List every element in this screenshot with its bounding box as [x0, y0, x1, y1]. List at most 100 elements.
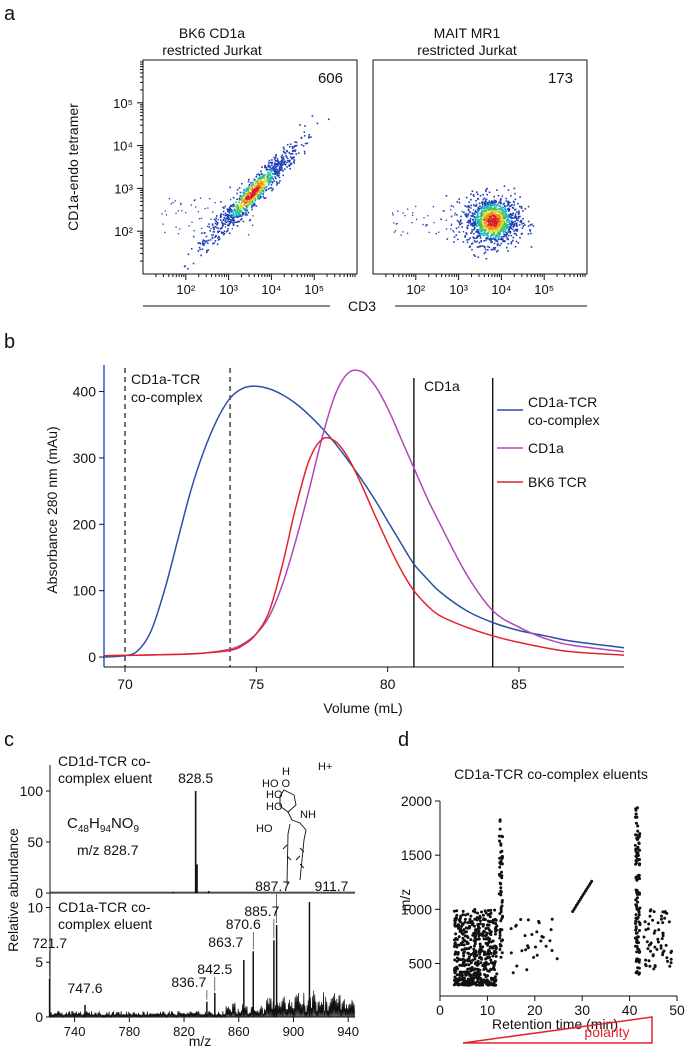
a-dot	[297, 152, 300, 154]
a-dot	[480, 221, 482, 224]
a-dot	[484, 220, 486, 223]
a-dot	[207, 242, 209, 245]
a-dot	[264, 164, 266, 167]
a-dot	[197, 242, 200, 244]
a-dot	[491, 221, 494, 223]
a-dot	[504, 216, 506, 219]
a-dot	[500, 237, 503, 240]
a-dot	[492, 228, 495, 231]
a-dot-sparse	[165, 214, 168, 216]
a-dot	[489, 219, 492, 222]
a-dot	[255, 180, 257, 183]
a-dot	[263, 185, 265, 188]
a-dot	[255, 195, 258, 197]
a-dot	[511, 228, 514, 231]
a-dot	[263, 182, 265, 185]
a-dot	[220, 231, 223, 233]
a-dot-sparse	[224, 226, 227, 228]
d-xtick-label: 20	[527, 1002, 543, 1018]
d-dot	[634, 931, 638, 935]
a-dot	[274, 157, 277, 159]
d-dot	[637, 841, 641, 845]
a-dot-sparse	[445, 228, 448, 230]
c-bot-noise	[49, 990, 356, 1019]
a-dot	[511, 221, 513, 223]
c-structure-zigzag	[282, 844, 305, 869]
d-dot	[464, 973, 468, 977]
a-dot	[474, 218, 477, 220]
a-dot	[282, 157, 284, 160]
d-dot	[659, 917, 663, 921]
a-dot	[486, 224, 489, 226]
a-dot	[236, 208, 239, 210]
d-dot	[653, 929, 657, 933]
a-dot	[269, 169, 272, 172]
a-dot	[504, 211, 506, 214]
a-dot	[473, 226, 476, 228]
d-dot	[636, 847, 640, 851]
a-dot	[485, 226, 487, 228]
a-dot	[281, 157, 283, 160]
a-dot	[509, 227, 511, 229]
a-dot	[245, 193, 247, 195]
a-dot	[249, 188, 252, 190]
d-dot	[637, 972, 641, 976]
d-dot	[494, 951, 498, 955]
a-dot	[472, 232, 475, 235]
d-dot	[474, 967, 478, 971]
a-dot	[510, 224, 513, 226]
a-dot	[494, 209, 497, 211]
a-dot	[471, 248, 473, 251]
a-dot	[222, 210, 225, 213]
a-dot	[510, 242, 512, 245]
a-dot-sparse	[199, 197, 202, 199]
a-dot	[201, 242, 204, 244]
a-dot-sparse	[204, 207, 206, 210]
a-dot	[237, 208, 240, 211]
a-dot	[261, 182, 264, 185]
a-dot	[251, 192, 254, 194]
a-dot	[467, 209, 470, 212]
d-dot	[481, 913, 485, 917]
a-dot	[500, 207, 502, 209]
a-dot	[280, 156, 283, 158]
a-dot	[258, 187, 260, 190]
a-dot	[232, 222, 234, 224]
d-dot	[459, 971, 463, 975]
a-dot	[464, 234, 467, 237]
a-dot	[250, 185, 253, 187]
a-dot	[484, 232, 486, 235]
a-dot	[493, 232, 495, 234]
a-dot	[516, 224, 518, 227]
a-dot	[500, 198, 502, 200]
a-dot-sparse	[177, 210, 179, 212]
d-dot	[669, 951, 673, 954]
a-dot	[507, 202, 510, 205]
a-dot	[251, 208, 253, 211]
a-dot-sparse	[480, 213, 483, 216]
a-dot	[273, 156, 275, 159]
a-dot	[209, 239, 212, 241]
a-dot	[482, 229, 484, 231]
a-dot	[293, 146, 295, 148]
a-dot	[472, 236, 474, 238]
a-dot	[520, 220, 523, 222]
a-dot-sparse	[164, 210, 166, 212]
a-dot	[499, 233, 501, 235]
a-dot	[464, 213, 466, 216]
a-dot	[508, 216, 511, 218]
a-dot-sparse	[407, 208, 409, 210]
d-dot	[651, 953, 655, 957]
a-dot	[486, 233, 488, 235]
a-dot	[216, 243, 219, 246]
a-dot	[241, 205, 243, 208]
a-dot	[493, 242, 496, 245]
a-dot	[257, 186, 260, 188]
a-dot	[496, 233, 498, 236]
b-annot-cd1a: CD1a	[424, 378, 460, 394]
a-dot	[244, 208, 247, 211]
a-dot	[507, 216, 510, 218]
a-dot-sparse	[428, 231, 430, 233]
a-dot	[482, 223, 484, 225]
